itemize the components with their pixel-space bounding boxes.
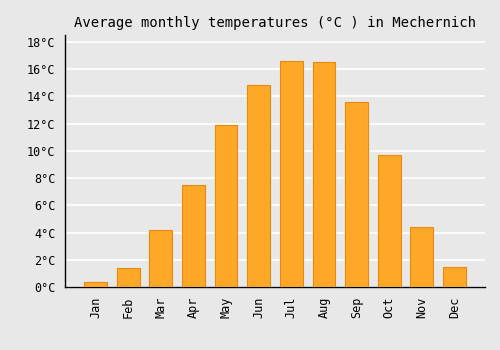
- Bar: [84, 281, 107, 287]
- Bar: [410, 227, 434, 287]
- Bar: [150, 230, 172, 287]
- Bar: [182, 185, 205, 287]
- Bar: [214, 125, 238, 287]
- Bar: [345, 102, 368, 287]
- Bar: [248, 85, 270, 287]
- Bar: [378, 155, 400, 287]
- Bar: [443, 267, 466, 287]
- Bar: [312, 62, 336, 287]
- Title: Average monthly temperatures (°C ) in Mechernich: Average monthly temperatures (°C ) in Me…: [74, 16, 476, 30]
- Bar: [116, 268, 140, 287]
- Bar: [280, 61, 302, 287]
